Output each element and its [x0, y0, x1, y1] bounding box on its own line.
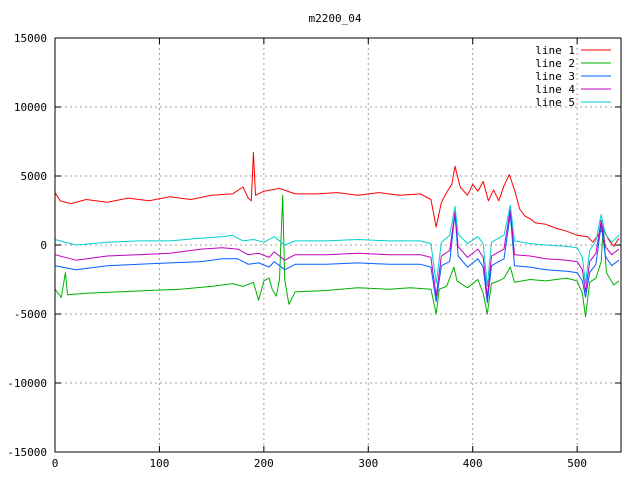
x-tick-label: 400 — [463, 457, 483, 470]
grid — [55, 38, 621, 452]
y-tick-label: -10000 — [7, 377, 47, 390]
legend-label-2: line 2 — [535, 57, 575, 70]
y-tick-label: 5000 — [21, 170, 48, 183]
legend-label-1: line 1 — [535, 44, 575, 57]
legend-label-5: line 5 — [535, 96, 575, 109]
y-tick-label: 15000 — [14, 32, 47, 45]
y-tick-label: -5000 — [14, 308, 47, 321]
series-line-4 — [54, 208, 620, 298]
series-line-1 — [54, 152, 620, 247]
x-tick-label: 500 — [567, 457, 587, 470]
y-tick-label: 10000 — [14, 101, 47, 114]
legend-label-3: line 3 — [535, 70, 575, 83]
plot-frame — [54, 37, 622, 453]
x-tick-label: 100 — [149, 457, 169, 470]
series-lines — [54, 152, 620, 318]
y-tick-label: 0 — [40, 239, 47, 252]
x-tick-label: 0 — [52, 457, 59, 470]
series-line-2 — [54, 194, 620, 318]
legend-label-4: line 4 — [535, 83, 575, 96]
axes: 0 100 200 300 400 500 -15000 -10000 -5000 0 5000 10… — [7, 32, 621, 470]
x-tick-label: 200 — [254, 457, 274, 470]
y-tick-label: -15000 — [7, 446, 47, 459]
x-tick-label: 300 — [358, 457, 378, 470]
series-line-5 — [54, 204, 620, 287]
chart-title: m2200_04 — [309, 12, 362, 25]
